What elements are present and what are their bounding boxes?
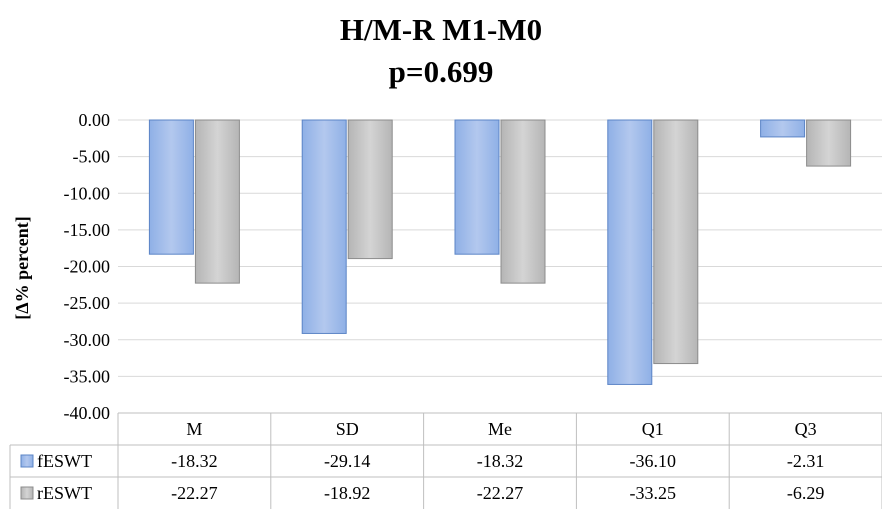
data-label-rESWT-M: -22.27 bbox=[171, 483, 218, 503]
bar-fESWT-Q1 bbox=[607, 119, 653, 385]
y-axis-ticks: 0.00 -5.00 -10.00 -15.00 -20.00 -25.00 -30.00 -… bbox=[64, 110, 111, 423]
x-tick-label: SD bbox=[336, 419, 359, 439]
y-tick-label: -30.00 bbox=[64, 330, 111, 350]
y-tick-label: -5.00 bbox=[73, 147, 111, 167]
data-label-fESWT-Me: -18.32 bbox=[477, 451, 524, 471]
legend-swatch-fESWT bbox=[20, 454, 34, 468]
gridlines bbox=[118, 119, 882, 377]
data-label-fESWT-M: -18.32 bbox=[171, 451, 218, 471]
legend-label-fESWT: fESWT bbox=[37, 451, 92, 471]
y-tick-label: -15.00 bbox=[64, 220, 111, 240]
chart-subtitle: p=0.699 bbox=[389, 54, 494, 89]
bar-rESWT-Q3 bbox=[806, 119, 852, 167]
y-tick-label: -10.00 bbox=[64, 183, 111, 203]
bar-rESWT-SD bbox=[347, 119, 393, 260]
x-tick-label: Me bbox=[488, 419, 512, 439]
x-tick-label: Q1 bbox=[642, 419, 664, 439]
data-label-rESWT-Me: -22.27 bbox=[477, 483, 524, 503]
bar-fESWT-Q3 bbox=[760, 119, 806, 138]
x-tick-label: Q3 bbox=[795, 419, 817, 439]
bar-fESWT-M bbox=[148, 119, 194, 255]
data-label-fESWT-Q1: -36.10 bbox=[630, 451, 677, 471]
data-label-rESWT-SD: -18.92 bbox=[324, 483, 371, 503]
y-tick-label: -35.00 bbox=[64, 366, 111, 386]
chart-title: H/M-R M1-M0 bbox=[340, 12, 542, 47]
data-label-fESWT-SD: -29.14 bbox=[324, 451, 371, 471]
legend-swatch-rESWT bbox=[20, 486, 34, 500]
bars bbox=[148, 119, 852, 385]
bar-fESWT-Me bbox=[454, 119, 500, 255]
bar-rESWT-Me bbox=[500, 119, 546, 284]
y-tick-label: 0.00 bbox=[79, 110, 111, 130]
x-tick-label: M bbox=[186, 419, 202, 439]
bar-rESWT-M bbox=[194, 119, 240, 284]
data-label-fESWT-Q3: -2.31 bbox=[787, 451, 825, 471]
data-label-rESWT-Q3: -6.29 bbox=[787, 483, 825, 503]
y-axis-label: [Δ% percent] bbox=[12, 216, 32, 319]
y-tick-label: -20.00 bbox=[64, 257, 111, 277]
bar-fESWT-SD bbox=[301, 119, 347, 334]
y-tick-label: -25.00 bbox=[64, 293, 111, 313]
bar-rESWT-Q1 bbox=[653, 119, 699, 365]
legend-label-rESWT: rESWT bbox=[37, 483, 92, 503]
data-label-rESWT-Q1: -33.25 bbox=[630, 483, 677, 503]
data-table: M SD Me Q1 Q3 fESWT -18.32 -29.14 -18.32 -36.10 -2… bbox=[9, 412, 882, 509]
y-tick-label: -40.00 bbox=[64, 403, 111, 423]
